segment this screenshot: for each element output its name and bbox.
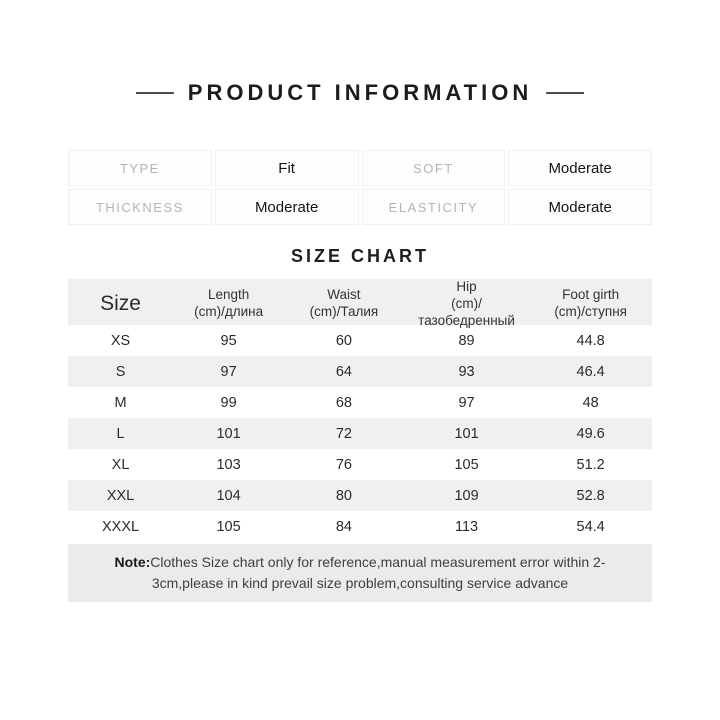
column-subtitle: (cm)/ступня xyxy=(554,304,627,320)
cell-hip: 105 xyxy=(454,456,479,473)
cell-waist: 68 xyxy=(335,394,352,411)
title-dash-left xyxy=(135,92,174,94)
column-subtitle: (cm)/длина xyxy=(194,304,264,320)
product-information-header: PRODUCT INFORMATION xyxy=(68,80,652,106)
table-row-m: M 99 68 97 48 xyxy=(68,387,652,418)
column-name: Waist xyxy=(327,287,361,303)
attribute-table: TYPE Fit SOFT Moderate THICKNESS Moderat… xyxy=(68,150,652,225)
size-table-header-row: Size Length (cm)/длина Waist (cm)/Талия … xyxy=(68,279,652,328)
cell-hip: 109 xyxy=(454,487,479,504)
size-chart-heading: SIZE CHART xyxy=(291,246,429,266)
column-name: Length xyxy=(207,287,250,303)
table-row-l: L 101 72 101 49.6 xyxy=(68,418,652,449)
column-subtitle: (cm)/тазобедренный xyxy=(418,295,515,328)
cell-foot-girth: 44.8 xyxy=(576,332,605,349)
column-header-foot-girth: Foot girth (cm)/ступня xyxy=(529,287,652,321)
cell-size: S xyxy=(115,363,126,380)
column-name: Foot girth xyxy=(562,287,620,303)
note-text: Clothes Size chart only for reference,ma… xyxy=(150,554,606,591)
cell-length: 103 xyxy=(216,456,241,473)
title-dash-right xyxy=(546,92,585,94)
cell-waist: 84 xyxy=(335,518,352,535)
attribute-label-type: TYPE xyxy=(68,150,212,186)
cell-foot-girth: 54.4 xyxy=(576,518,605,535)
table-row-xl: XL 103 76 105 51.2 xyxy=(68,449,652,480)
cell-waist: 76 xyxy=(335,456,352,473)
cell-size: XS xyxy=(110,332,131,349)
attribute-value-type: Fit xyxy=(214,150,359,186)
cell-size: L xyxy=(116,425,125,442)
cell-size: M xyxy=(114,394,127,411)
column-subtitle: (cm)/Талия xyxy=(309,304,379,320)
cell-size: XXXL xyxy=(102,518,140,535)
cell-waist: 72 xyxy=(335,425,352,442)
table-row-xxxl: XXXL 105 84 113 54.4 xyxy=(68,511,652,542)
attribute-value-soft: Moderate xyxy=(508,150,652,186)
cell-hip: 89 xyxy=(458,332,475,349)
cell-length: 97 xyxy=(220,363,237,380)
attribute-value-elasticity: Moderate xyxy=(508,189,652,225)
cell-foot-girth: 48 xyxy=(582,394,599,411)
cell-foot-girth: 46.4 xyxy=(576,363,605,380)
cell-waist: 60 xyxy=(335,332,352,349)
cell-hip: 101 xyxy=(454,425,479,442)
cell-hip: 97 xyxy=(458,394,475,411)
cell-foot-girth: 52.8 xyxy=(576,487,605,504)
attribute-label-thickness: THICKNESS xyxy=(68,189,212,225)
cell-length: 105 xyxy=(216,518,241,535)
cell-hip: 93 xyxy=(458,363,475,380)
column-name: Hip xyxy=(456,279,477,294)
note-box: Note:Clothes Size chart only for referen… xyxy=(68,544,652,602)
column-header-waist: Waist (cm)/Талия xyxy=(284,287,404,321)
table-row-xxl: XXL 104 80 109 52.8 xyxy=(68,480,652,511)
cell-length: 95 xyxy=(220,332,237,349)
column-header-length: Length (cm)/длина xyxy=(173,287,284,321)
cell-waist: 64 xyxy=(335,363,352,380)
column-name: Size xyxy=(100,292,141,316)
page-content: PRODUCT INFORMATION TYPE Fit SOFT Modera… xyxy=(68,80,652,602)
table-row-s: S 97 64 93 46.4 xyxy=(68,356,652,387)
column-header-hip: Hip (cm)/тазобедренный xyxy=(404,279,530,330)
cell-size: XL xyxy=(111,456,130,473)
note-label: Note: xyxy=(114,554,151,570)
cell-waist: 80 xyxy=(335,487,352,504)
table-row-xs: XS 95 60 89 44.8 xyxy=(68,325,652,356)
attribute-label-soft: SOFT xyxy=(361,150,506,186)
cell-length: 99 xyxy=(220,394,237,411)
column-header-size: Size xyxy=(68,291,173,317)
cell-foot-girth: 49.6 xyxy=(576,425,605,442)
cell-foot-girth: 51.2 xyxy=(576,456,605,473)
page-title: PRODUCT INFORMATION xyxy=(187,80,533,105)
cell-length: 101 xyxy=(216,425,241,442)
attribute-label-elasticity: ELASTICITY xyxy=(361,189,506,225)
cell-length: 104 xyxy=(216,487,241,504)
cell-hip: 113 xyxy=(454,518,479,535)
size-chart-table: Size Length (cm)/длина Waist (cm)/Талия … xyxy=(68,279,652,542)
attribute-value-thickness: Moderate xyxy=(214,189,359,225)
cell-size: XXL xyxy=(106,487,135,504)
